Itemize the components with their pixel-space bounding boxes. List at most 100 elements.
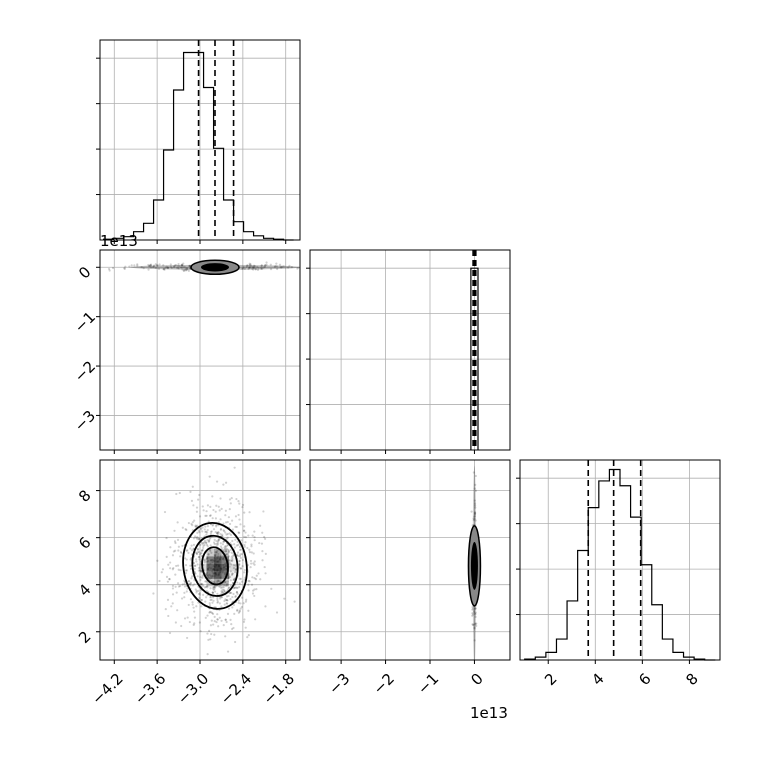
contour-2-0-point-407 (195, 510, 199, 513)
contour-2-0-point-140 (231, 557, 234, 560)
contour-2-0-point-619 (225, 599, 228, 602)
contour-2-0-point-176 (226, 602, 229, 605)
hist-2-step (524, 468, 716, 661)
contour-2-0-point-162 (234, 515, 238, 518)
contour-2-0-point-492 (223, 599, 226, 603)
contour-2-0-point-90 (189, 584, 192, 587)
contour-2-0-point-459 (189, 490, 192, 494)
contour-1-0-point-126 (147, 263, 150, 267)
contour-2-0-point-876 (224, 481, 228, 484)
contour-2-0-point-813 (206, 614, 209, 617)
contour-2-0-point-642 (216, 600, 219, 603)
contour-2-0-point-282 (224, 544, 227, 548)
hist-1 (306, 249, 511, 454)
contour-2-1-point-179 (473, 512, 477, 515)
contour-2-0-point-729 (232, 587, 235, 590)
contour-2-0-point-279 (195, 506, 199, 509)
contour-2-0-cell-0--2 (214, 548, 222, 557)
contour-2-0-point-374 (234, 595, 237, 598)
contour-1-0-point-136 (156, 264, 159, 267)
contour-2-0-point-675 (257, 572, 260, 575)
contour-2-0-point-634 (199, 552, 202, 555)
contour-2-0-point-366 (237, 543, 240, 547)
contour-2-0-point-791 (210, 530, 213, 533)
contour-2-0-point-596 (210, 632, 213, 636)
contour-2-0-point-157 (238, 531, 241, 535)
contour-2-0-point-296 (195, 558, 198, 561)
contour-1-0-point-206 (246, 264, 249, 267)
contour-2-0-point-383 (243, 618, 246, 621)
contour-2-0-point-325 (206, 504, 209, 507)
contour-1-0-point-191 (186, 268, 189, 271)
contour-1-0-point-230 (280, 266, 283, 269)
contour-2-0-ytick-label-2: 6 (75, 533, 94, 552)
contour-2-0-point-506 (168, 578, 171, 581)
contour-2-0-point-49 (226, 532, 229, 536)
contour-2-0-point-353 (197, 566, 201, 570)
contour-1-0-point-77 (123, 267, 126, 270)
col1-x-offset-label: 1e13 (470, 704, 508, 722)
contour-2-0-point-664 (221, 533, 224, 536)
contour-2-0-point-615 (179, 555, 182, 558)
contour-2-0-point-641 (244, 600, 248, 603)
contour-2-0-point-469 (215, 551, 218, 554)
contour-1-0-point-110 (249, 266, 252, 269)
contour-1-0-point-142 (148, 265, 151, 268)
contour-1-0-point-111 (136, 264, 139, 267)
contour-2-0-point-706 (235, 544, 238, 547)
contour-1-0-contour-0 (190, 259, 240, 276)
contour-2-0-point-888 (255, 574, 258, 577)
contour-2-1-point-45 (474, 489, 478, 492)
contour-2-0-point-844 (169, 561, 172, 564)
contour-2-0-point-316 (210, 619, 213, 622)
contour-2-0-point-602 (201, 530, 204, 533)
contour-2-0-point-287 (247, 534, 250, 537)
hist-1-bg (310, 250, 510, 450)
contour-2-0-point-132 (219, 542, 222, 545)
contour-2-0-point-790 (216, 613, 219, 616)
contour-2-0-point-538 (224, 531, 227, 534)
contour-2-0-point-463 (247, 589, 250, 592)
hist-2-border (519, 459, 721, 661)
contour-2-0-point-73 (166, 598, 170, 601)
contour-2-0-point-478 (166, 580, 170, 583)
contour-2-0-point-695 (220, 507, 223, 510)
contour-2-0-point-831 (176, 538, 180, 541)
contour-1-0-point-32 (251, 265, 255, 268)
contour-2-0-point-674 (219, 497, 222, 500)
contour-2-0-point-868 (198, 597, 201, 600)
contour-2-1-point-48 (472, 624, 475, 627)
contour-2-0-point-329 (235, 525, 238, 529)
contour-2-0-point-206 (237, 513, 240, 517)
contour-2-0-point-631 (217, 579, 220, 583)
contour-2-0-point-590 (231, 572, 234, 575)
contour-1-0-point-165 (162, 267, 166, 271)
contour-2-0-point-611 (201, 576, 204, 579)
contour-2-0-point-789 (177, 585, 181, 588)
contour-2-0-point-632 (224, 550, 227, 553)
contour-2-0-point-783 (195, 560, 198, 563)
contour-2-0-point-767 (223, 583, 226, 587)
contour-2-0-point-826 (224, 547, 227, 550)
contour-2-0-point-713 (165, 575, 169, 578)
contour-2-0-point-142 (238, 609, 241, 612)
contour-2-0-point-338 (206, 539, 209, 542)
contour-1-0-point-13 (274, 265, 277, 268)
contour-2-0-point-613 (214, 585, 217, 588)
contour-1-0-point-36 (184, 267, 188, 270)
contour-1-0-point-221 (108, 269, 111, 272)
contour-2-0-point-529 (230, 519, 234, 522)
contour-2-0-point-817 (200, 528, 203, 531)
contour-2-0-point-629 (221, 586, 224, 589)
contour-2-0-point-692 (169, 567, 172, 570)
contour-1-0-ytick-label-3: −3 (71, 407, 99, 435)
contour-2-0-point-303 (206, 586, 209, 589)
contour-1-0-point-69 (123, 267, 126, 270)
contour-1-0-point-88 (250, 264, 253, 268)
contour-1-0-point-64 (176, 264, 180, 267)
contour-2-0-cell--1-1 (206, 571, 214, 579)
contour-2-0-point-661 (193, 583, 196, 586)
contour-2-0-point-587 (196, 524, 199, 527)
contour-2-0-point-867 (226, 599, 229, 602)
contour-2-0-point-731 (204, 525, 207, 528)
